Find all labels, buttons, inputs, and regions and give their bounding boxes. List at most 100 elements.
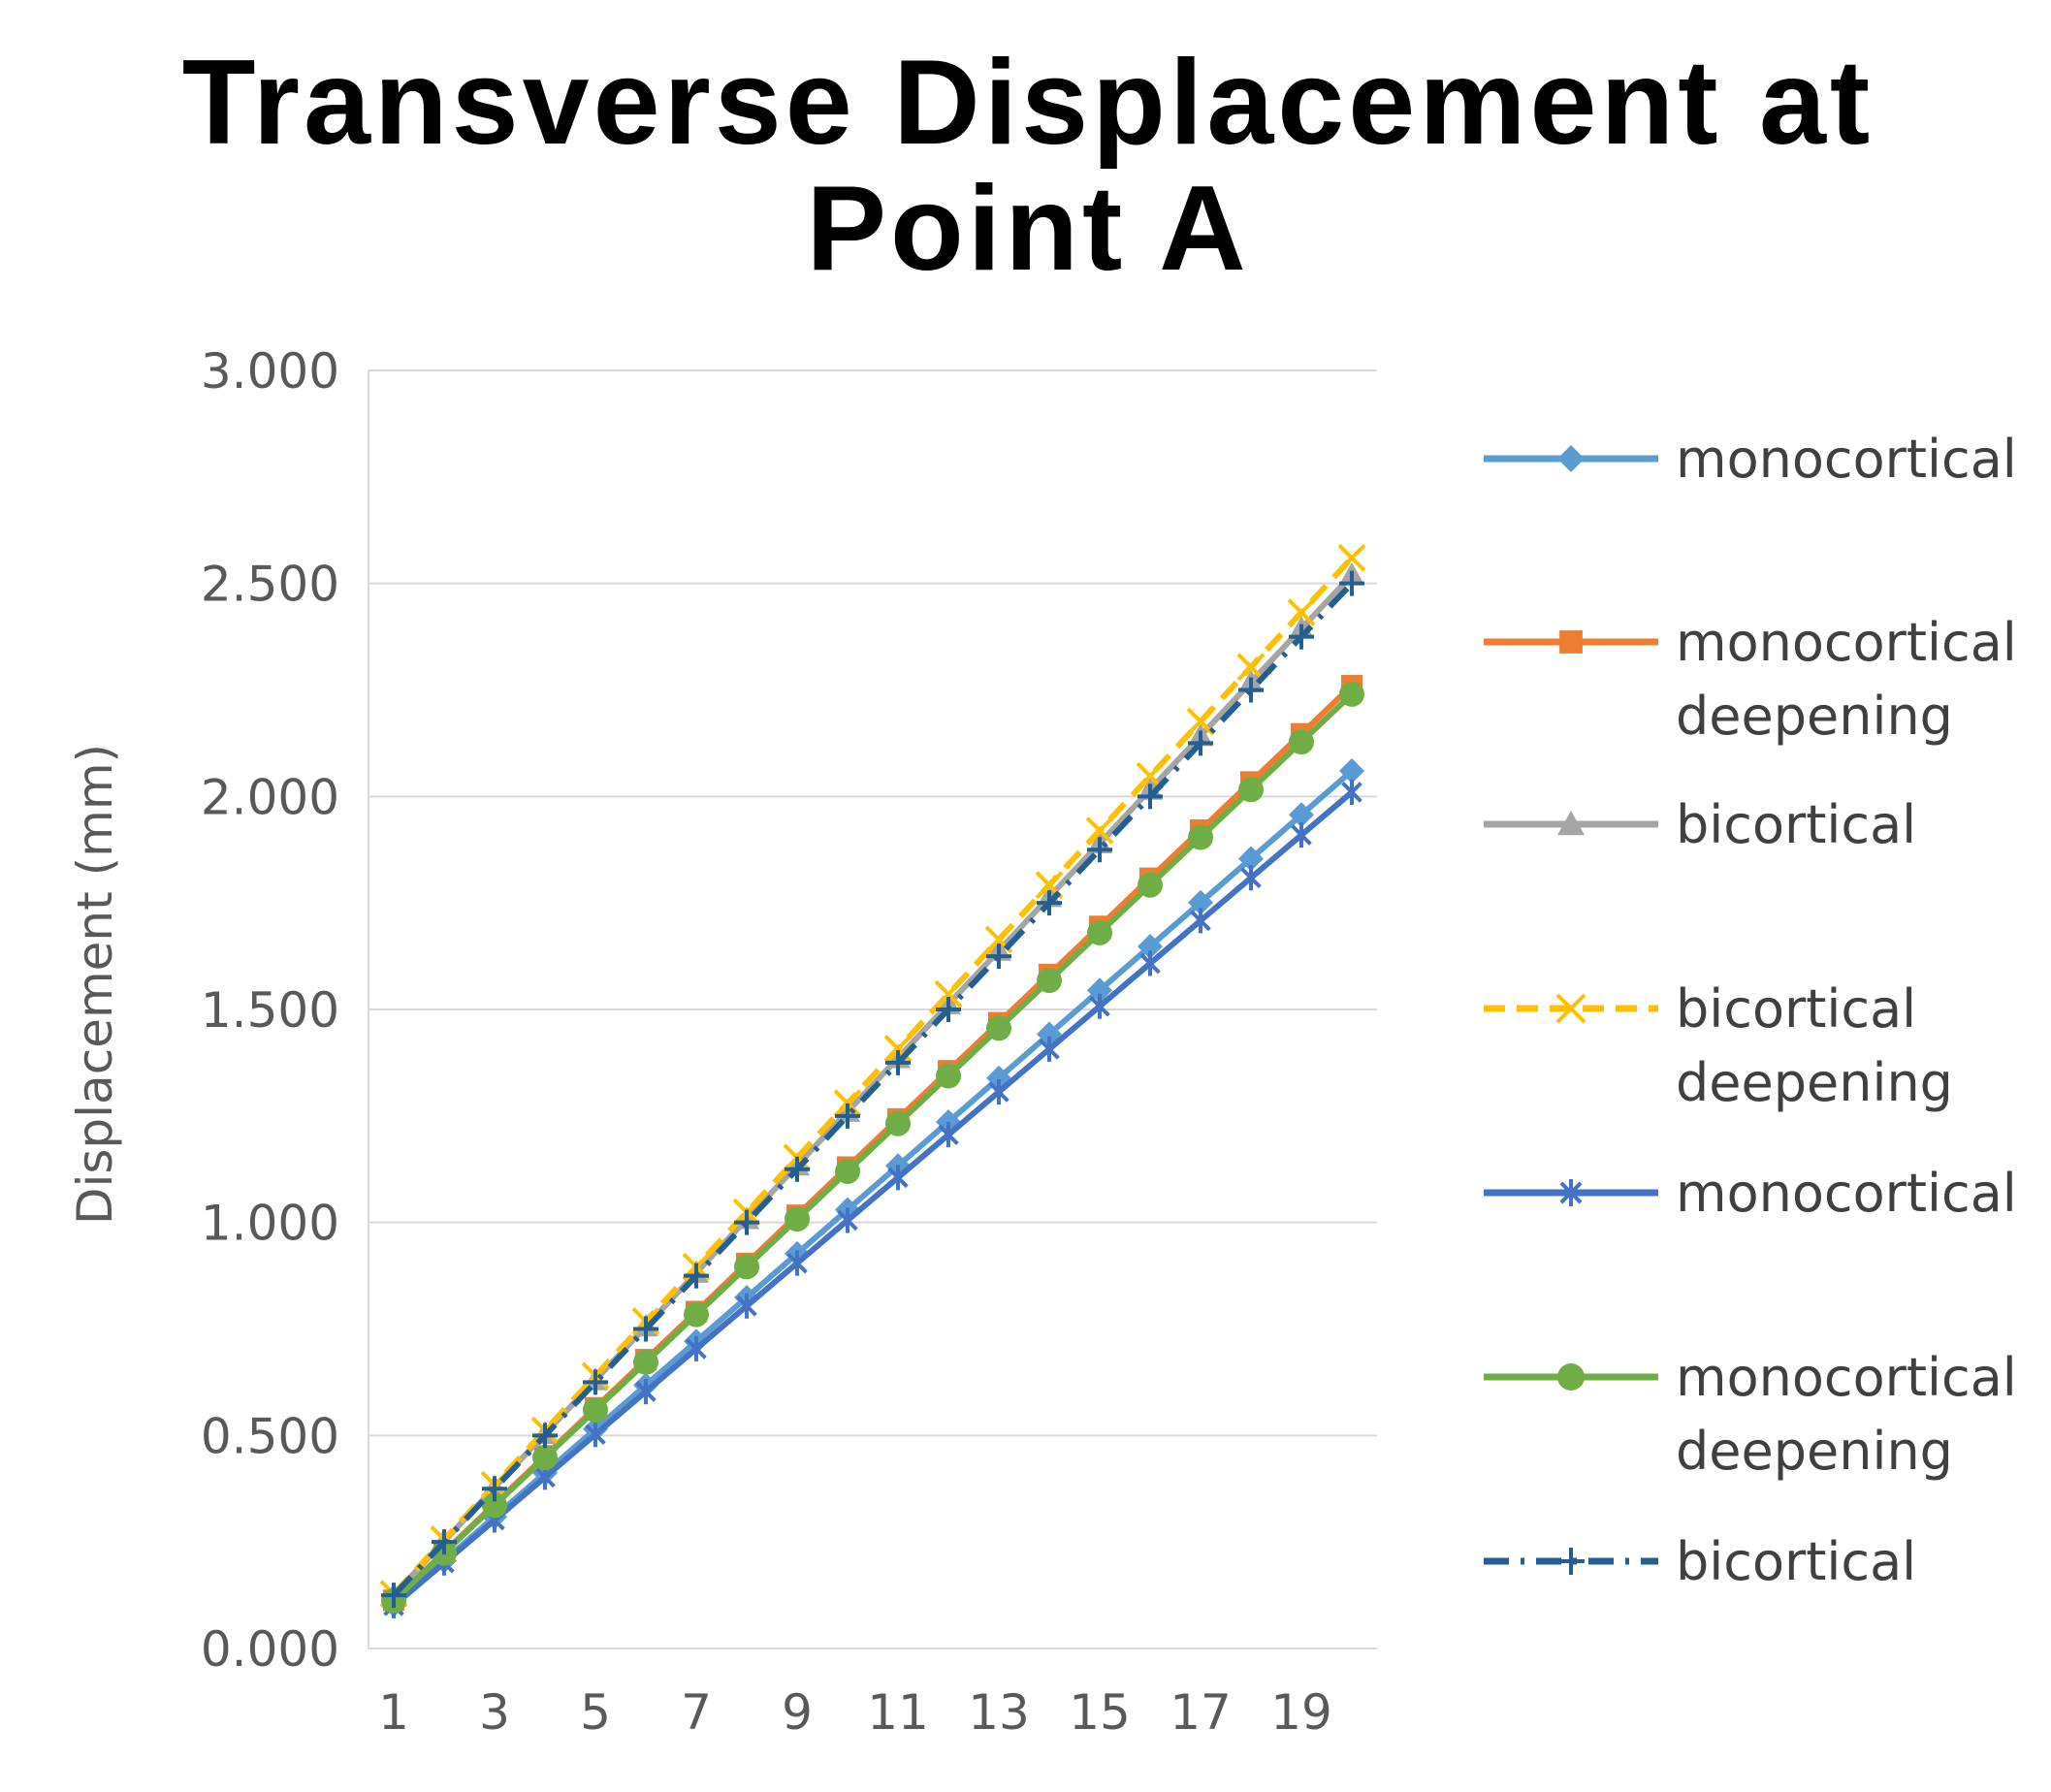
data-point bbox=[1337, 543, 1366, 572]
legend-item-1: monocortical bbox=[1484, 429, 2017, 490]
legend-label: monocortical bbox=[1676, 1163, 2017, 1224]
legend-item-6: monocortical deepening bbox=[1484, 1347, 2017, 1482]
x-tick-label: 3 bbox=[479, 1684, 510, 1741]
series-7 bbox=[381, 570, 1364, 1609]
data-point bbox=[1037, 890, 1062, 916]
data-point bbox=[532, 1423, 558, 1449]
legend-label: monocortical bbox=[1676, 1347, 2017, 1408]
x-tick-label: 15 bbox=[1069, 1684, 1131, 1741]
data-point bbox=[1139, 950, 1161, 976]
data-point bbox=[785, 1156, 810, 1182]
data-point bbox=[936, 1063, 961, 1089]
plot-series bbox=[379, 543, 1366, 1618]
data-point bbox=[1238, 777, 1264, 803]
data-point bbox=[1339, 681, 1364, 707]
data-point bbox=[1138, 784, 1163, 810]
x-tick-label: 1 bbox=[378, 1684, 409, 1741]
data-point bbox=[986, 944, 1011, 970]
data-point bbox=[1138, 872, 1163, 898]
data-point bbox=[734, 1209, 759, 1235]
data-point bbox=[1238, 846, 1264, 872]
data-point bbox=[938, 1122, 959, 1148]
legend-swatch-marker bbox=[1557, 811, 1585, 836]
data-point bbox=[786, 1250, 808, 1276]
x-tick-label: 5 bbox=[580, 1684, 611, 1741]
data-point bbox=[1341, 779, 1362, 805]
legend-label: deepening bbox=[1676, 1421, 1953, 1482]
legend-item-7: bicortical bbox=[1484, 1531, 1916, 1592]
x-axis-ticks: 1 3 5 7 9 11 13 15 17 19 bbox=[378, 1684, 1332, 1741]
data-point bbox=[1240, 865, 1262, 891]
data-point bbox=[1188, 824, 1213, 850]
data-point bbox=[1085, 816, 1114, 845]
y-axis-ticks: 0.000 0.500 1.000 1.500 2.000 2.500 3.000 bbox=[201, 343, 339, 1678]
legend-item-5: monocortical bbox=[1484, 1163, 2017, 1224]
y-tick-label: 1.500 bbox=[201, 982, 339, 1039]
series-line bbox=[392, 768, 1354, 1608]
data-point bbox=[432, 1529, 457, 1555]
data-point bbox=[885, 1049, 911, 1075]
data-point bbox=[736, 1293, 757, 1319]
x-tick-label: 19 bbox=[1270, 1684, 1332, 1741]
data-point bbox=[1138, 933, 1163, 959]
chart-title-line-1: Transverse Displacement at bbox=[182, 36, 1874, 170]
data-point bbox=[1089, 993, 1110, 1019]
x-tick-label: 17 bbox=[1170, 1684, 1232, 1741]
legend-swatch-marker bbox=[1559, 1179, 1583, 1206]
data-point bbox=[837, 1207, 858, 1233]
legend-swatch-marker bbox=[1557, 445, 1585, 472]
data-point bbox=[532, 1445, 558, 1471]
series-4 bbox=[379, 543, 1366, 1609]
series-5 bbox=[383, 779, 1362, 1618]
legend-item-2: monocortical deepening bbox=[1484, 612, 2017, 747]
legend-label: bicortical bbox=[1676, 1531, 1916, 1592]
data-point bbox=[1289, 729, 1314, 755]
data-point bbox=[1339, 570, 1364, 596]
data-point bbox=[635, 1379, 657, 1405]
legend: monocortical monocortical deepening bicorti… bbox=[1484, 429, 2017, 1592]
legend-label: deepening bbox=[1676, 686, 1953, 747]
data-point bbox=[1039, 1036, 1060, 1062]
data-point bbox=[734, 1254, 759, 1280]
chart-title-line-2: Point A bbox=[806, 162, 1249, 296]
data-point bbox=[381, 1583, 406, 1609]
legend-swatch-marker bbox=[1555, 993, 1586, 1024]
data-point bbox=[887, 1165, 909, 1191]
data-point bbox=[633, 1349, 658, 1375]
series-line bbox=[391, 581, 1355, 1598]
data-point bbox=[684, 1263, 709, 1289]
data-point bbox=[1287, 598, 1316, 626]
legend-item-3: bicortical bbox=[1484, 794, 1916, 855]
data-point bbox=[835, 1158, 860, 1184]
data-point bbox=[633, 1316, 658, 1342]
data-point bbox=[934, 979, 963, 1008]
legend-label: monocortical bbox=[1676, 429, 2017, 490]
legend-label: bicortical bbox=[1676, 978, 1916, 1040]
legend-swatch-marker bbox=[1557, 1548, 1585, 1575]
data-point bbox=[1087, 919, 1112, 945]
y-tick-label: 0.000 bbox=[201, 1621, 339, 1678]
data-point bbox=[986, 1015, 1011, 1041]
data-point bbox=[482, 1492, 507, 1519]
data-point bbox=[686, 1335, 707, 1361]
data-point bbox=[1291, 822, 1312, 848]
data-point bbox=[1339, 757, 1364, 784]
legend-label: bicortical bbox=[1676, 794, 1916, 855]
data-point bbox=[684, 1301, 709, 1328]
data-point bbox=[585, 1422, 606, 1448]
data-point bbox=[785, 1206, 810, 1232]
data-point bbox=[1188, 889, 1213, 915]
y-tick-label: 2.000 bbox=[201, 769, 339, 825]
x-tick-label: 7 bbox=[681, 1684, 712, 1741]
legend-swatch-marker bbox=[1559, 630, 1583, 654]
y-tick-label: 2.500 bbox=[201, 557, 339, 613]
x-tick-label: 9 bbox=[782, 1684, 813, 1741]
y-tick-label: 3.000 bbox=[201, 343, 339, 400]
data-point bbox=[1190, 908, 1211, 934]
data-point bbox=[1037, 968, 1062, 994]
legend-label: monocortical bbox=[1676, 612, 2017, 673]
data-point bbox=[1087, 837, 1112, 863]
data-point bbox=[482, 1476, 507, 1502]
legend-label: deepening bbox=[1676, 1052, 1953, 1113]
